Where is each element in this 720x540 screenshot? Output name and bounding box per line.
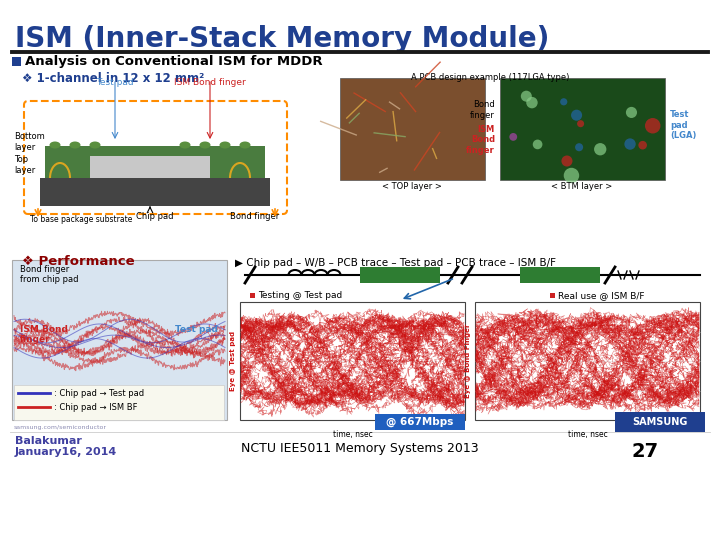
Bar [45, 146, 265, 178]
Text: Real use @ ISM B/F: Real use @ ISM B/F [558, 292, 644, 300]
Text: January16, 2014: January16, 2014 [15, 447, 117, 457]
Text: To base package substrate: To base package substrate [30, 215, 132, 224]
Bar [240, 302, 465, 420]
Ellipse shape [240, 141, 251, 149]
Text: Eye @ Bond Finger: Eye @ Bond Finger [465, 324, 471, 398]
Bar [550, 293, 555, 298]
Ellipse shape [50, 141, 60, 149]
Text: time, nsec: time, nsec [333, 430, 372, 439]
Text: ❖ 1-channel in 12 x 12 mm²: ❖ 1-channel in 12 x 12 mm² [22, 72, 204, 85]
Text: Test pad: Test pad [175, 325, 218, 334]
Circle shape [575, 143, 583, 151]
Text: Balakumar: Balakumar [15, 436, 82, 446]
Bar [615, 412, 705, 432]
Circle shape [594, 143, 606, 156]
Ellipse shape [220, 141, 230, 149]
Circle shape [626, 107, 637, 118]
Bar [90, 156, 210, 178]
Circle shape [509, 133, 517, 141]
Bar [12, 260, 227, 420]
Bar [520, 267, 600, 283]
Circle shape [624, 138, 636, 150]
Text: NCTU IEE5011 Memory Systems 2013: NCTU IEE5011 Memory Systems 2013 [241, 442, 479, 455]
Text: A PCB design example (117LGA type): A PCB design example (117LGA type) [411, 73, 570, 82]
Bar [360, 267, 440, 283]
Ellipse shape [89, 141, 101, 149]
Text: 27: 27 [631, 442, 659, 461]
Text: Test
pad
(LGA): Test pad (LGA) [670, 110, 696, 140]
Bar [375, 414, 465, 430]
Text: Eye @ Test pad: Eye @ Test pad [230, 331, 236, 391]
Circle shape [562, 156, 572, 166]
Text: Bond finger: Bond finger [230, 212, 279, 221]
Text: ISM Bond
finger: ISM Bond finger [20, 325, 68, 345]
Text: @ 667Mbps: @ 667Mbps [387, 417, 454, 427]
Text: : Chip pad → ISM BF: : Chip pad → ISM BF [54, 402, 138, 411]
Circle shape [571, 110, 582, 121]
Bar [12, 57, 21, 66]
Text: Bond finger
from chip pad: Bond finger from chip pad [20, 265, 78, 285]
Text: < TOP layer >: < TOP layer > [382, 182, 442, 191]
Text: ISM
Bond
finger: ISM Bond finger [467, 125, 495, 155]
Circle shape [577, 120, 584, 127]
Bar [340, 78, 485, 180]
Text: Analysis on Conventional ISM for MDDR: Analysis on Conventional ISM for MDDR [25, 55, 323, 68]
Circle shape [560, 98, 567, 105]
Bar [12, 75, 312, 250]
Text: Bond
finger: Bond finger [470, 100, 495, 120]
Circle shape [533, 139, 542, 149]
Circle shape [564, 168, 579, 183]
Text: Chip pad: Chip pad [136, 212, 174, 221]
Bar [14, 385, 224, 420]
Circle shape [526, 97, 538, 109]
Text: : Chip pad → Test pad: : Chip pad → Test pad [54, 388, 144, 397]
Bar [250, 293, 255, 298]
Text: Test pad: Test pad [96, 78, 134, 87]
Ellipse shape [199, 141, 210, 149]
Bar [40, 178, 270, 206]
Text: < BTM layer >: < BTM layer > [552, 182, 613, 191]
Text: time, nsec: time, nsec [567, 430, 608, 439]
Ellipse shape [179, 141, 191, 149]
Text: ISM (Inner-Stack Memory Module): ISM (Inner-Stack Memory Module) [15, 25, 549, 53]
Text: Testing @ Test pad: Testing @ Test pad [258, 292, 342, 300]
Circle shape [639, 141, 647, 150]
Text: SAMSUNG: SAMSUNG [632, 417, 688, 427]
Text: ▶ Chip pad – W/B – PCB trace – Test pad – PCB trace – ISM B/F: ▶ Chip pad – W/B – PCB trace – Test pad … [235, 258, 556, 268]
Circle shape [521, 91, 532, 102]
Text: ❖ Performance: ❖ Performance [22, 255, 135, 268]
Text: samsung.com/semiconductor: samsung.com/semiconductor [14, 425, 107, 430]
Text: ISM Bond finger: ISM Bond finger [174, 78, 246, 87]
Bar [475, 302, 700, 420]
Text: Top
layer: Top layer [14, 156, 35, 175]
Circle shape [645, 118, 660, 133]
Ellipse shape [70, 141, 81, 149]
Bar [500, 78, 665, 180]
Text: Bottom
layer: Bottom layer [14, 132, 45, 152]
